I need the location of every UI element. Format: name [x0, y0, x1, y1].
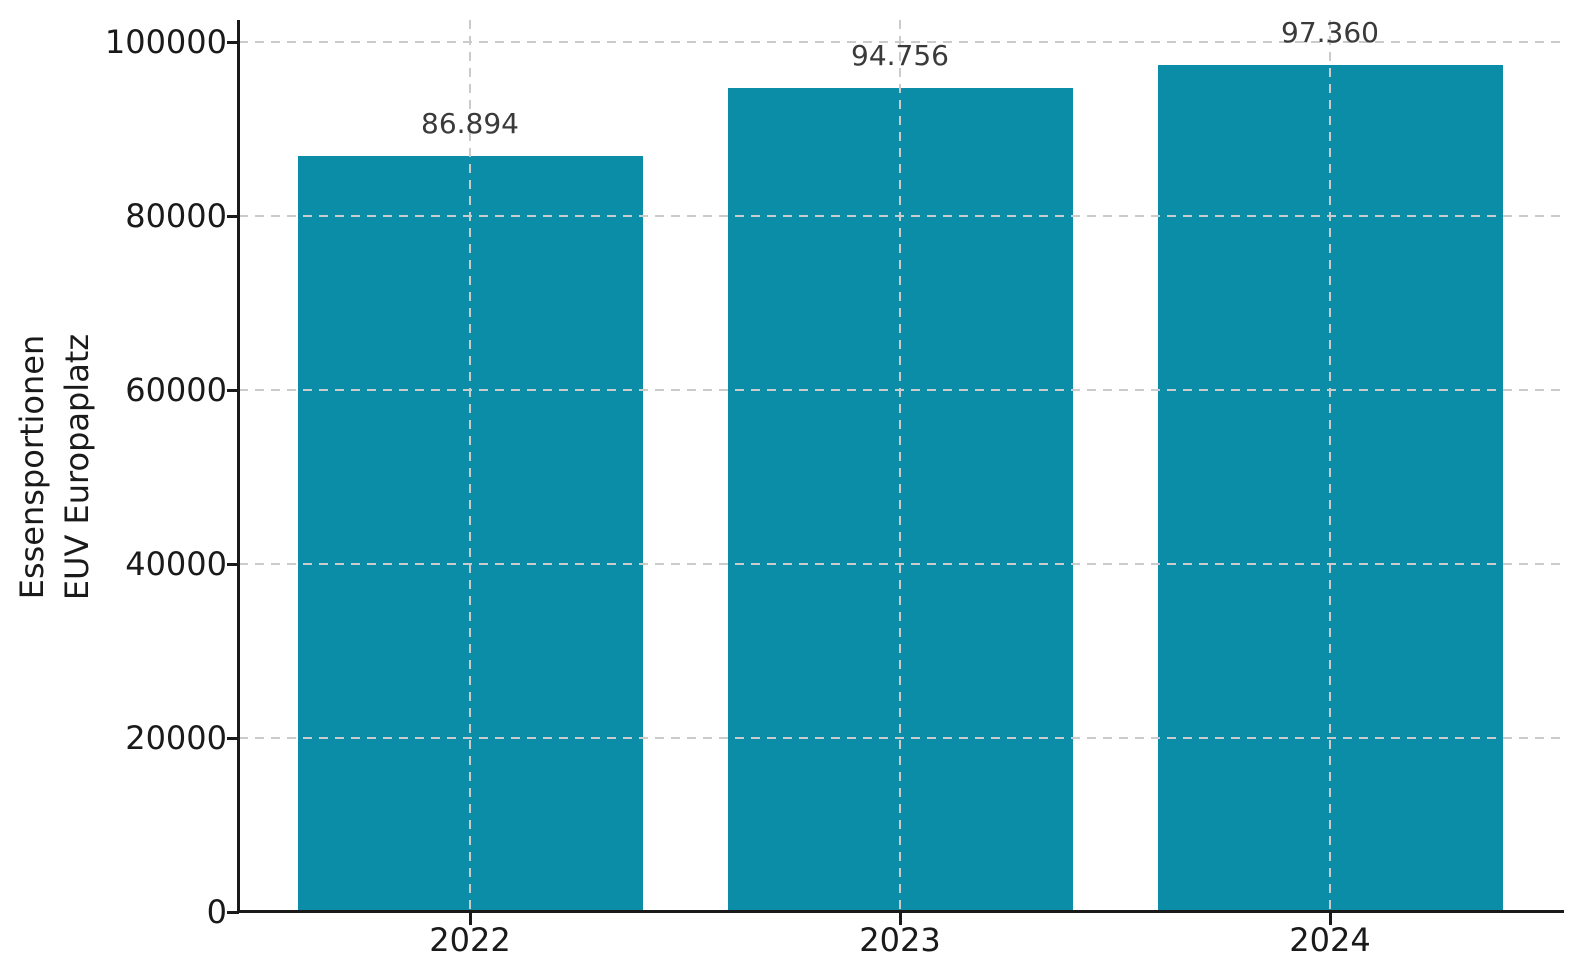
x-tick-mark [468, 913, 472, 925]
x-tick-mark [1328, 913, 1332, 925]
x-tick-label: 2024 [1289, 921, 1371, 959]
x-tick-label: 2023 [859, 921, 941, 959]
y-tick-label: 60000 [125, 371, 227, 409]
y-tick-mark [227, 562, 239, 566]
y-tick-mark [227, 40, 239, 44]
y-tick-mark [227, 910, 239, 914]
y-tick-mark [227, 214, 239, 218]
y-tick-mark [227, 736, 239, 740]
y-tick-label: 80000 [125, 197, 227, 235]
bar [297, 156, 643, 912]
y-axis-spine [237, 20, 240, 913]
bar-value-label: 94.756 [851, 38, 949, 72]
bar [727, 87, 1073, 912]
y-tick-mark [227, 388, 239, 392]
bar-value-label: 97.360 [1281, 15, 1379, 49]
x-tick-mark [898, 913, 902, 925]
bar-value-label: 86.894 [421, 107, 519, 141]
y-tick-label: 0 [206, 893, 227, 931]
bar [1157, 64, 1503, 912]
x-tick-label: 2022 [429, 921, 511, 959]
y-tick-label: 100000 [104, 23, 227, 61]
y-tick-label: 40000 [125, 545, 227, 583]
y-tick-label: 20000 [125, 719, 227, 757]
y-axis-label: Essensportionen EUV Europaplatz [10, 167, 102, 767]
